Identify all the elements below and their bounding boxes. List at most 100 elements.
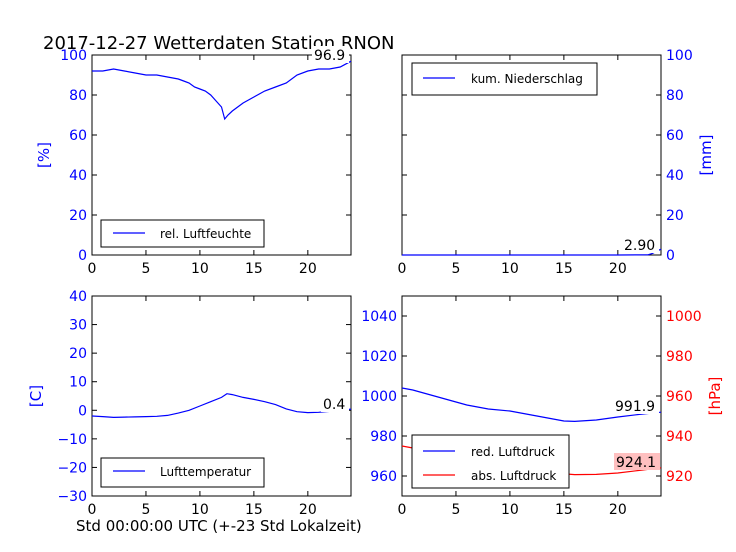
y-axis-label: [%] (35, 142, 53, 168)
x-tick-label: 5 (141, 502, 150, 518)
x-tick-label: 10 (501, 261, 519, 277)
y-tick-label: 0 (666, 248, 675, 264)
panel-pressure: 0 5 10 15 20 960 980 1000 1020 1040 920 940 960 980… (361, 295, 724, 518)
legend: Lufttemperatur (100, 457, 265, 488)
value-annotation: 2.90 (622, 236, 659, 254)
x-tick-labels: 0 5 10 15 20 (88, 296, 317, 518)
y-tick-label: 980 (666, 349, 693, 365)
panel-temperature: 0 5 10 15 20 −30 −20 −10 0 10 20 30 40 [C] Lufttemp… (27, 289, 362, 535)
x-tick-label: 20 (299, 502, 317, 518)
y-tick-label: 30 (69, 318, 87, 334)
y-tick-label: 40 (69, 168, 87, 184)
x-tick-label: 0 (88, 502, 97, 518)
legend-label-absolute: abs. Luftdruck (471, 469, 556, 483)
annotation-box (321, 395, 349, 412)
x-tick-label: 5 (451, 261, 460, 277)
y-axis-label-right: [hPa] (706, 377, 724, 416)
annotation-text: 991.9 (615, 399, 655, 415)
series-line (92, 60, 352, 121)
value-annotation-reduced: 991.9 (613, 397, 659, 415)
y-tick-label: 60 (666, 128, 684, 144)
x-axis-label: Std 00:00:00 UTC (+-23 Std Lokalzeit) (76, 517, 362, 535)
y-tick-label: 20 (69, 346, 87, 362)
x-tick-labels: 0 5 10 15 20 (398, 55, 627, 277)
legend: rel. Luftfeuchte (100, 219, 265, 248)
series-line (91, 393, 352, 419)
y-tick-label: 0 (78, 403, 87, 419)
annotation-box (312, 46, 349, 63)
y-tick-label: 940 (666, 429, 693, 445)
panel-humidity: 0 5 10 15 20 0 20 40 60 80 100 [%] rel. Luftfeuch… (35, 46, 352, 277)
y-tick-label: 10 (69, 375, 87, 391)
x-tick-label: 15 (555, 502, 573, 518)
y-tick-label: 1000 (361, 389, 397, 405)
y-tick-label: 40 (666, 168, 684, 184)
y-tick-label: 960 (666, 389, 693, 405)
y-tick-label: 980 (370, 429, 397, 445)
x-tick-label: 10 (501, 502, 519, 518)
series-line-reduced (401, 387, 662, 423)
y-tick-label: 1000 (666, 309, 702, 325)
legend: red. Luftdruck abs. Luftdruck (411, 434, 570, 489)
legend-label: kum. Niederschlag (471, 72, 583, 86)
y-tick-label: 1020 (361, 349, 397, 365)
annotation-text: 0.4 (323, 397, 345, 413)
y-tick-labels-right: 920 940 960 980 1000 (402, 309, 702, 485)
legend-label: Lufttemperatur (160, 465, 251, 479)
annotation-box (622, 236, 659, 253)
y-tick-label: 100 (60, 48, 87, 64)
x-tick-label: 15 (245, 502, 263, 518)
y-tick-label: −20 (57, 460, 87, 476)
x-tick-label: 0 (398, 261, 407, 277)
annotation-text: 924.1 (616, 455, 656, 471)
x-tick-label: 20 (609, 261, 627, 277)
y-tick-label: 100 (666, 48, 693, 64)
value-annotation: 0.4 (321, 395, 349, 413)
x-tick-label: 0 (88, 261, 97, 277)
legend-label: rel. Luftfeuchte (160, 227, 251, 241)
x-tick-label: 15 (245, 261, 263, 277)
y-tick-label: 40 (69, 289, 87, 305)
legend-box (100, 457, 265, 488)
annotation-text: 2.90 (624, 238, 655, 254)
y-tick-label: 920 (666, 469, 693, 485)
value-annotation: 96.9 (312, 46, 349, 64)
x-tick-labels: 0 5 10 15 20 (88, 55, 317, 277)
legend: kum. Niederschlag (411, 62, 598, 96)
y-tick-label: 20 (666, 208, 684, 224)
y-tick-label: 80 (666, 88, 684, 104)
x-tick-labels: 0 5 10 15 20 (398, 296, 627, 518)
legend-box (411, 62, 598, 96)
y-tick-label: 0 (78, 248, 87, 264)
y-tick-label: −30 (57, 489, 87, 505)
y-tick-labels: −30 −20 −10 0 10 20 30 40 (57, 289, 351, 505)
x-tick-label: 10 (191, 502, 209, 518)
legend-box (411, 434, 570, 489)
figure-title: 2017-12-27 Wetterdaten Station RNON (43, 33, 394, 54)
x-tick-label: 0 (398, 502, 407, 518)
x-tick-label: 5 (141, 261, 150, 277)
y-tick-labels: 0 20 40 60 80 100 (60, 48, 351, 264)
y-tick-label: −10 (57, 432, 87, 448)
panel-precipitation: 0 5 10 15 20 0 20 40 60 80 100 [mm] kum. Niedersc… (398, 48, 715, 277)
y-tick-labels-left: 960 980 1000 1020 1040 (361, 309, 661, 485)
y-tick-label: 960 (370, 469, 397, 485)
y-tick-label: 80 (69, 88, 87, 104)
x-tick-label: 15 (555, 261, 573, 277)
value-annotation-absolute: 924.1 (614, 453, 660, 471)
y-tick-label: 60 (69, 128, 87, 144)
y-axis-label: [C] (27, 385, 45, 407)
y-tick-label: 1040 (361, 309, 397, 325)
x-tick-label: 20 (609, 502, 627, 518)
y-tick-label: 20 (69, 208, 87, 224)
y-tick-labels: 0 20 40 60 80 100 (402, 48, 693, 264)
y-axis-label: [mm] (697, 135, 715, 176)
annotation-box (613, 397, 659, 414)
x-tick-label: 5 (451, 502, 460, 518)
x-tick-label: 10 (191, 261, 209, 277)
legend-label-reduced: red. Luftdruck (471, 445, 555, 459)
x-tick-label: 20 (299, 261, 317, 277)
annotation-text: 96.9 (314, 48, 345, 64)
annotation-box (614, 453, 660, 470)
